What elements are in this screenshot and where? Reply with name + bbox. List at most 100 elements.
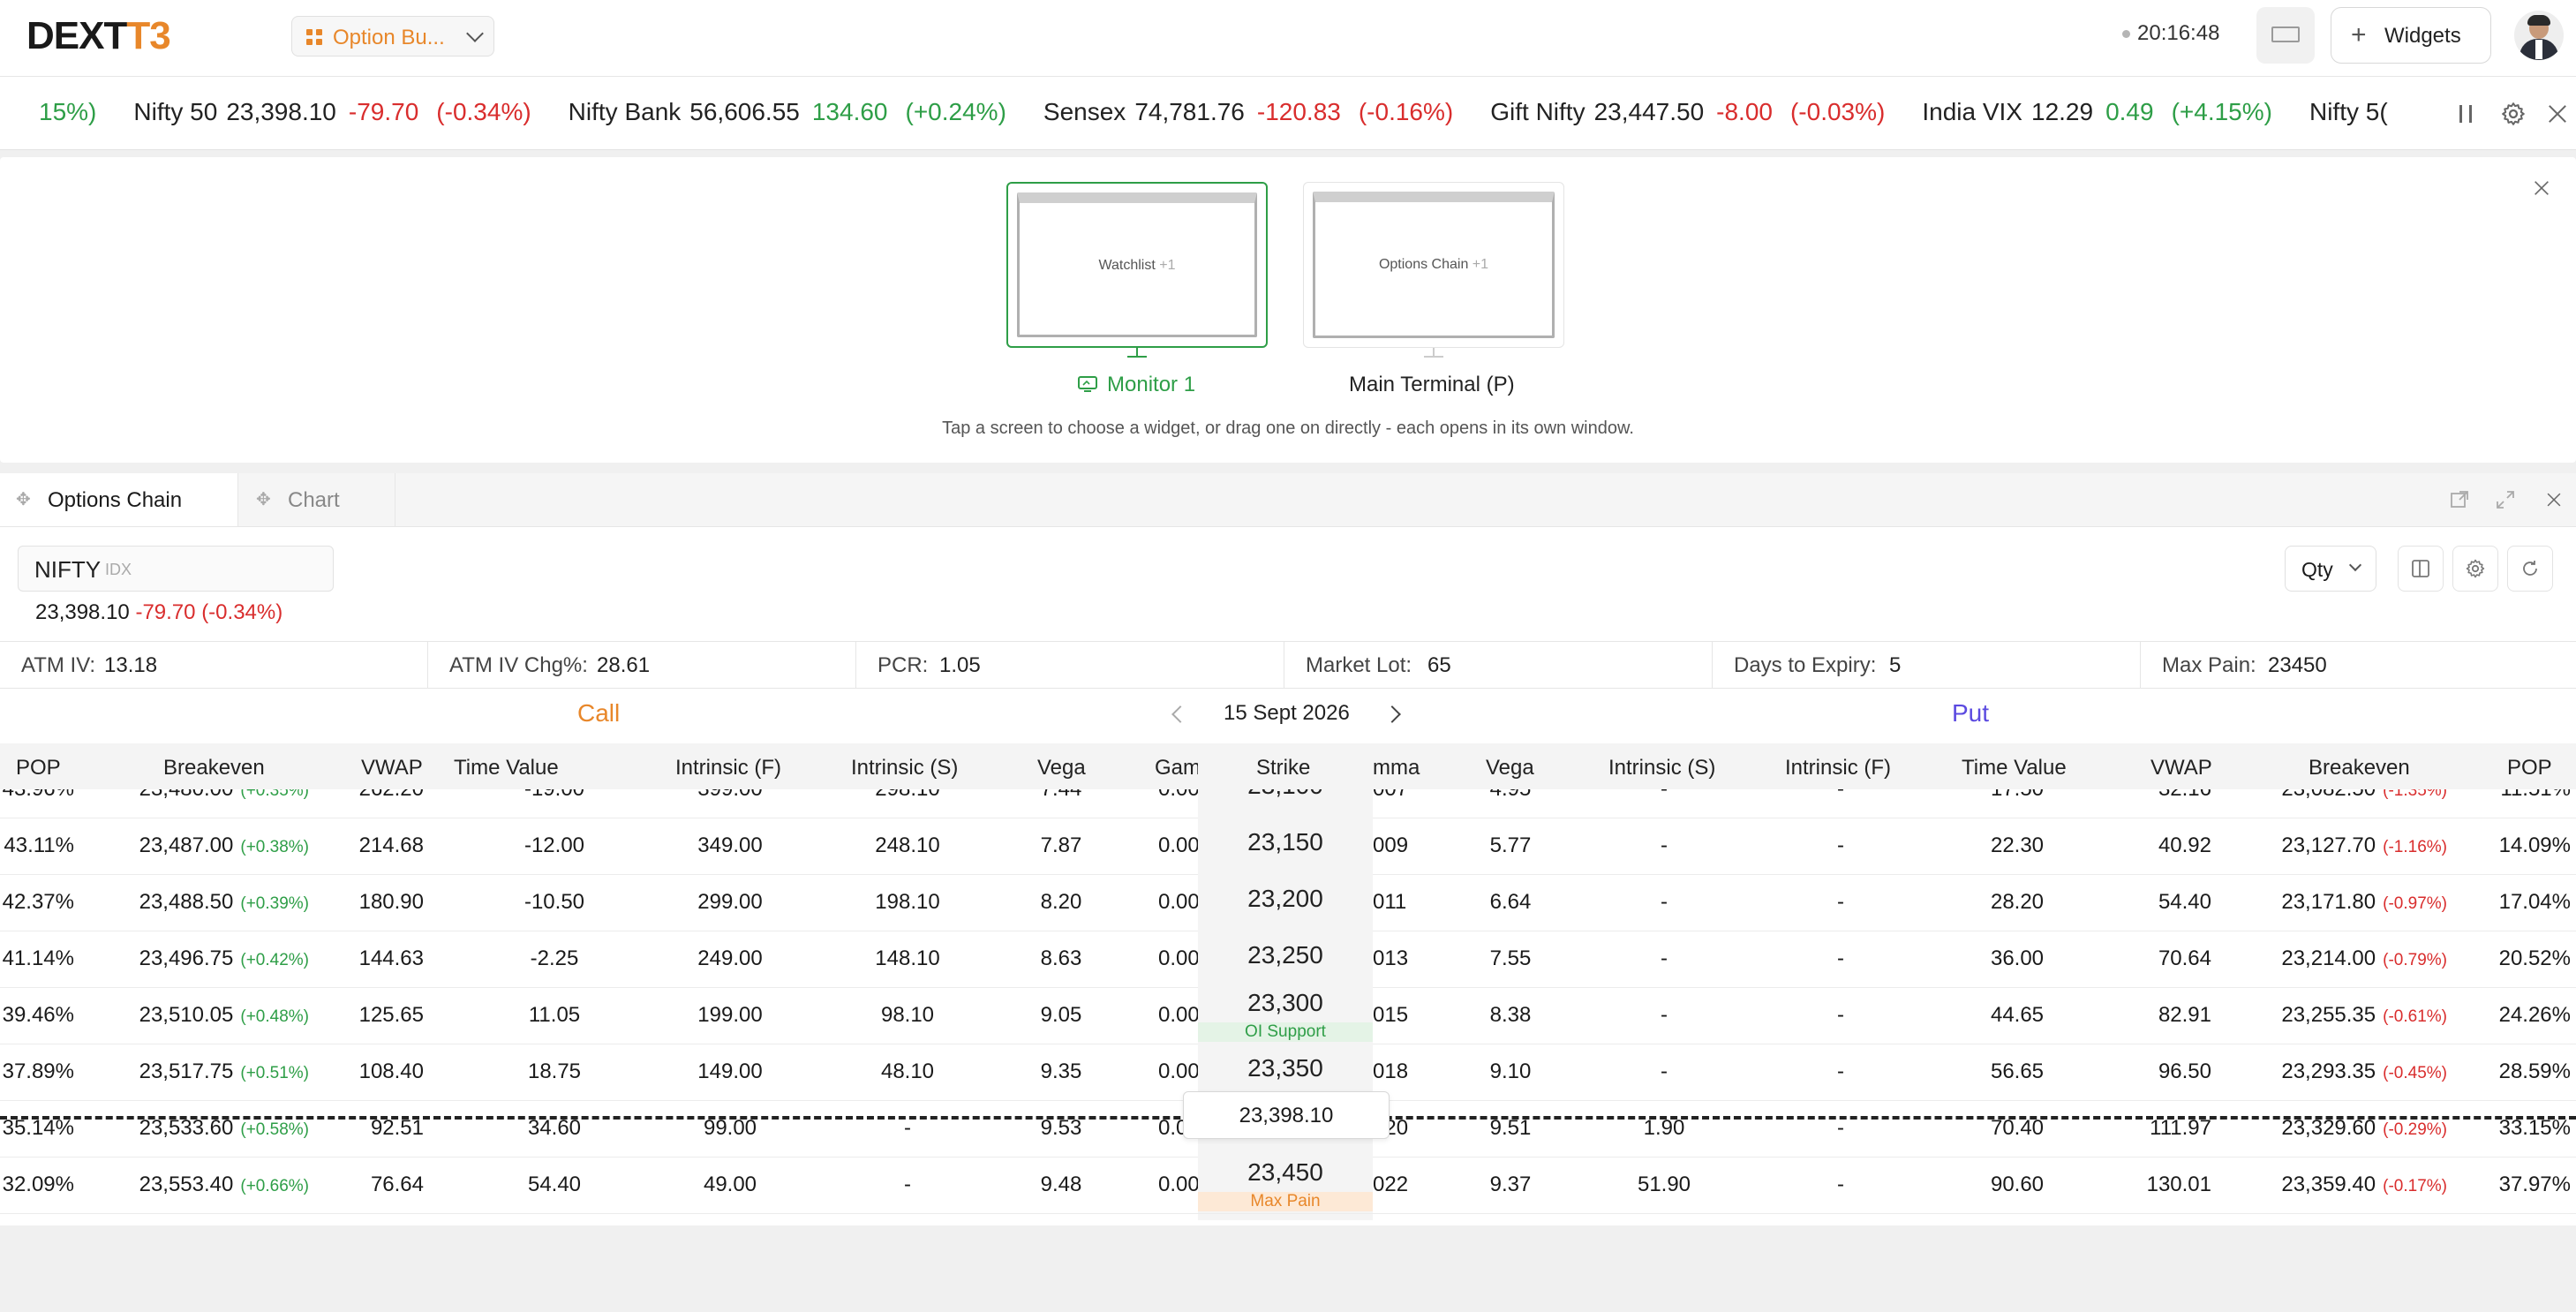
strike-price[interactable]: 23,150 (1247, 828, 1323, 856)
strike-price[interactable]: 23,350 (1247, 1054, 1323, 1082)
chevron-down-icon (466, 25, 484, 42)
prev-expiry-icon[interactable] (1171, 705, 1189, 723)
col-header[interactable]: Vega (1486, 756, 1534, 780)
col-header[interactable]: VWAP (2150, 756, 2212, 780)
ticker-item[interactable]: Nifty Bank 56,606.55 134.60 (+0.24%) (568, 98, 1006, 125)
workspace-selector[interactable]: Option Bu... (291, 16, 494, 57)
cell-c-tv: 11.05 (528, 1003, 581, 1027)
app-logo[interactable]: DEXTT3 (26, 14, 171, 58)
gear-icon[interactable] (2500, 101, 2527, 127)
next-expiry-icon[interactable] (1383, 705, 1401, 723)
col-header[interactable]: Intrinsic (S) (1608, 756, 1716, 780)
ticker-item[interactable]: Nifty 5( (2309, 98, 2388, 125)
col-header[interactable]: Time Value (454, 756, 559, 780)
col-header[interactable]: mma (1373, 756, 1420, 780)
cell-c-if: 99.00 (703, 1116, 757, 1140)
table-row[interactable]: 39.46% 23,510.05 (+0.48%) 125.65 11.05 199.00… (0, 987, 2576, 1044)
col-header[interactable]: Intrinsic (F) (675, 756, 781, 780)
stat-pcr: PCR: 1.05 (856, 642, 1284, 688)
stat-atm-iv-chg: ATM IV Chg%: 28.61 (428, 642, 856, 688)
clock-time: 20:16:48 (2137, 21, 2220, 45)
table-row[interactable]: 43.96% 23,480.00(+0.35%) 262.20 -19.00399.0… (0, 789, 2576, 818)
col-header[interactable]: Time Value (1962, 756, 2067, 780)
plus-icon: + (2351, 20, 2367, 49)
close-chooser-icon[interactable] (2533, 179, 2551, 198)
ticker-item[interactable]: India VIX 12.29 0.49 (+4.15%) (1922, 98, 2272, 125)
settings-button[interactable] (2452, 546, 2498, 592)
strike-price[interactable]: 23,200 (1247, 885, 1323, 912)
qty-dropdown[interactable]: Qty (2285, 546, 2376, 592)
cell-c-tv: 54.40 (527, 1173, 582, 1196)
cell-p-be: 23,214.00 (-0.79%) (2281, 946, 2447, 970)
cell-p-gam: 009 (1373, 833, 1409, 857)
col-header[interactable]: POP (16, 756, 61, 780)
strike-price[interactable]: 23,450 (1247, 1158, 1323, 1186)
monitor-1-label[interactable]: Monitor 1 (1077, 373, 1195, 397)
tab-options-chain[interactable]: ✥ Options Chain (0, 473, 238, 526)
screen-card-monitor-1[interactable]: Watchlist +1 (1006, 182, 1268, 348)
col-header[interactable]: POP (2507, 756, 2552, 780)
strike-price[interactable]: 23,100 (1198, 789, 1373, 800)
cell-c-vega: 7.87 (1040, 833, 1082, 857)
column-layout-button[interactable] (2398, 546, 2444, 592)
close-ticker-icon[interactable] (2546, 102, 2569, 125)
cell-c-if: 199.00 (697, 1003, 763, 1027)
cell-c-gam: 0.00 (1158, 833, 1198, 857)
close-panel-icon[interactable] (2545, 491, 2563, 509)
table-row[interactable]: 43.11% 23,487.00 (+0.38%) 214.68 -12.00 349.0… (0, 818, 2576, 875)
ticker-item[interactable]: Nifty 50 23,398.10 -79.70 (-0.34%) (133, 98, 531, 125)
drag-handle-icon[interactable]: ✥ (256, 490, 271, 509)
cell-p-vega: 9.10 (1489, 1059, 1532, 1083)
cell-c-be: 23,553.40 (+0.66%) (139, 1173, 309, 1196)
cell-c-if: 149.00 (697, 1059, 763, 1083)
table-row[interactable]: 42.37% 23,488.50 (+0.39%) 180.90 -10.50 299.0… (0, 874, 2576, 931)
cell-c-pop: 35.14% (2, 1116, 74, 1140)
popout-icon[interactable] (2449, 489, 2470, 510)
cell-c-gam: 0.00 (1158, 1003, 1198, 1027)
avatar[interactable] (2514, 11, 2564, 60)
symbol-name: NIFTY (34, 556, 102, 583)
col-header[interactable]: Breakeven (2309, 756, 2410, 780)
cell-p-vwap: 54.40 (2158, 890, 2211, 914)
cell-c-is: 98.10 (880, 1003, 935, 1027)
col-header[interactable]: Intrinsic (S) (851, 756, 959, 780)
table-row[interactable]: 32.09% 23,553.40 (+0.66%) 76.64 54.40 49.00 - 9… (0, 1157, 2576, 1214)
cell-c-pop: 42.37% (2, 890, 74, 914)
screen-card-main-terminal[interactable]: Options Chain +1 (1303, 182, 1564, 348)
cell-p-is: 1.90 (1643, 1116, 1685, 1140)
ticker-item[interactable]: 15%) (39, 98, 97, 125)
strike-price[interactable]: 23,250 (1247, 941, 1323, 969)
col-header[interactable]: VWAP (361, 756, 423, 780)
drag-handle-icon[interactable]: ✥ (16, 490, 31, 509)
cell-c-be: 23,488.50 (+0.39%) (139, 890, 309, 914)
cell-c-vega: 8.20 (1040, 890, 1082, 914)
panel-tabs: ✥ Options Chain ✥ Chart (0, 473, 2576, 527)
widgets-button[interactable]: + Widgets (2331, 7, 2491, 64)
col-header[interactable]: Intrinsic (F) (1785, 756, 1891, 780)
cell-p-gam: 018 (1373, 1059, 1409, 1083)
tab-chart[interactable]: ✥ Chart (240, 473, 395, 526)
cell-c-be: 23,480.00(+0.35%) (139, 789, 309, 801)
col-header[interactable]: Vega (1037, 756, 1086, 780)
ticker-item[interactable]: Sensex 74,781.76 -120.83 (-0.16%) (1043, 98, 1454, 125)
col-header-strike[interactable]: Strike (1256, 756, 1311, 780)
strike-price[interactable]: 23,300 (1247, 989, 1323, 1016)
table-row[interactable]: 41.14% 23,496.75 (+0.42%) 144.63 -2.25 249.00… (0, 931, 2576, 988)
col-header[interactable]: Breakeven (163, 756, 265, 780)
pause-icon[interactable] (2459, 105, 2472, 123)
ticker-item[interactable]: Gift Nifty 23,447.50 -8.00 (-0.03%) (1490, 98, 1886, 125)
refresh-button[interactable] (2507, 546, 2553, 592)
symbol-quote: 23,398.10 -79.70 (-0.34%) (35, 600, 283, 624)
main-terminal-label[interactable]: Main Terminal (P) (1349, 373, 1515, 396)
cell-p-if: - (1837, 1059, 1844, 1083)
expiry-date[interactable]: 15 Sept 2026 (1224, 701, 1350, 725)
cell-p-vwap: 40.92 (2158, 833, 2211, 857)
col-header[interactable]: Gam (1155, 756, 1198, 780)
cell-c-be: 23,510.05 (+0.48%) (139, 1003, 309, 1027)
cell-p-tv: 28.20 (1990, 890, 2045, 914)
symbol-search[interactable]: NIFTY IDX (18, 546, 334, 592)
multi-monitor-button[interactable] (2256, 7, 2315, 64)
cell-c-tv: -19.00 (466, 789, 643, 802)
maximize-icon[interactable] (2495, 489, 2516, 510)
cell-c-gam: 0.00 (1158, 946, 1198, 970)
